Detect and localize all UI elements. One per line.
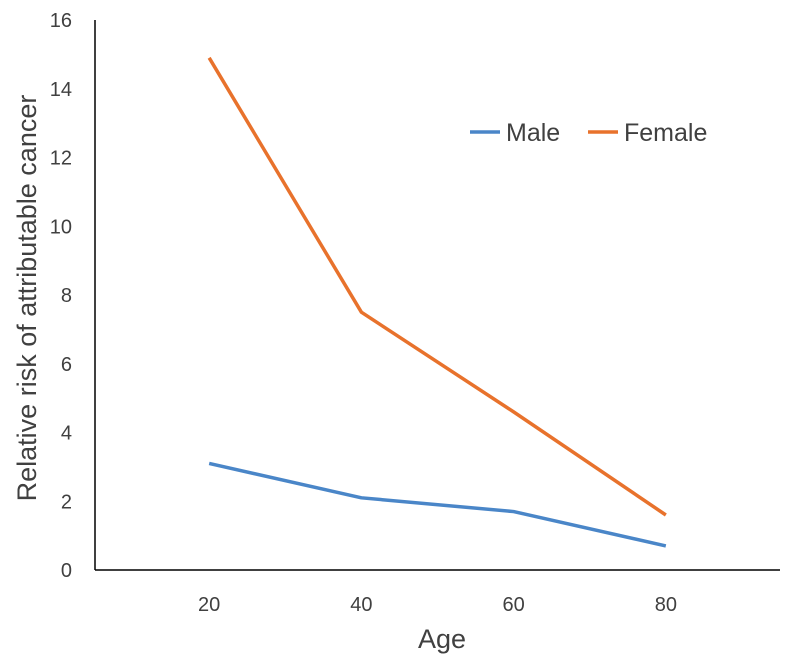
y-axis-title: Relative risk of attributable cancer — [12, 95, 42, 502]
y-tick-label: 8 — [61, 285, 72, 307]
y-tick-label: 10 — [50, 216, 72, 238]
series-lines — [207, 56, 667, 548]
x-tick-labels: 20 40 60 80 — [198, 594, 677, 616]
legend-label-male: Male — [506, 119, 560, 147]
y-tick-label: 2 — [61, 491, 72, 513]
x-tick-label: 80 — [655, 594, 677, 616]
series-line-female — [207, 56, 667, 517]
y-tick-label: 0 — [61, 560, 72, 582]
series-line-male — [208, 461, 667, 548]
y-tick-label: 6 — [61, 354, 72, 376]
y-tick-label: 12 — [50, 148, 72, 170]
legend: Male Female — [470, 119, 707, 147]
x-tick-label: 40 — [350, 594, 372, 616]
x-tick-label: 20 — [198, 594, 220, 616]
x-tick-label: 60 — [502, 594, 524, 616]
y-tick-label: 16 — [50, 10, 72, 32]
legend-label-female: Female — [624, 119, 707, 147]
axes — [94, 20, 780, 571]
y-tick-labels: 0 2 4 6 8 10 12 14 16 — [50, 10, 72, 582]
y-tick-label: 4 — [61, 423, 72, 445]
x-axis-title: Age — [418, 624, 466, 654]
y-tick-label: 14 — [50, 79, 72, 101]
